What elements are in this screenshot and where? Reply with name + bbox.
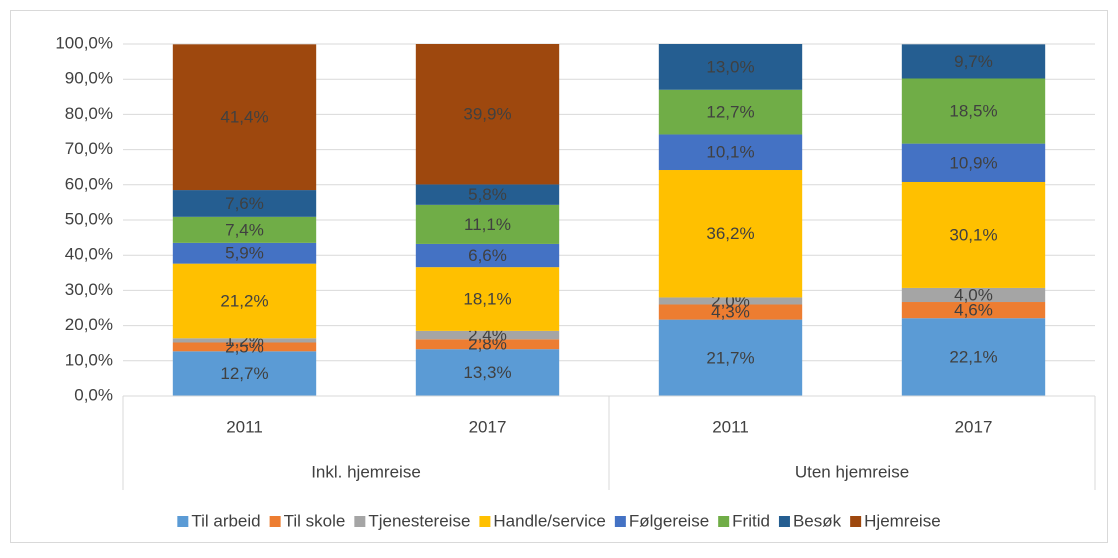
bar-segment xyxy=(415,243,560,268)
data-label: 7,6% xyxy=(225,194,264,213)
bar-segment xyxy=(901,318,1046,396)
legend-swatch xyxy=(614,516,626,527)
data-label: 13,3% xyxy=(463,363,511,382)
y-tick-label: 60,0% xyxy=(65,174,113,193)
legend-swatch xyxy=(479,516,491,527)
data-label: 36,2% xyxy=(706,224,754,243)
y-tick-label: 20,0% xyxy=(65,315,113,334)
x-tick-label: 2011 xyxy=(226,417,263,436)
bar-segment xyxy=(901,143,1046,182)
legend-swatch xyxy=(354,516,366,527)
legend-swatch xyxy=(778,516,790,527)
data-label: 18,1% xyxy=(463,290,511,309)
bar-segment xyxy=(658,297,803,305)
data-label: 41,4% xyxy=(220,108,268,127)
data-label: 4,0% xyxy=(954,285,993,304)
data-label: 18,5% xyxy=(949,102,997,121)
legend-swatch xyxy=(269,516,281,527)
legend-swatch xyxy=(177,516,189,527)
y-tick-label: 30,0% xyxy=(65,280,113,299)
bar-segment xyxy=(415,330,560,340)
data-label: 22,1% xyxy=(949,348,997,367)
bar-segment xyxy=(172,263,317,339)
y-tick-label: 50,0% xyxy=(65,209,113,228)
legend-label: Besøk xyxy=(793,511,842,530)
x-tick-label: 2017 xyxy=(469,417,507,436)
data-label: 2,8% xyxy=(468,335,507,354)
legend-label: Handle/service xyxy=(493,511,605,530)
bar-segment xyxy=(658,89,803,135)
bar-segment xyxy=(658,134,803,171)
legend-label: Fritid xyxy=(732,511,770,530)
y-tick-label: 80,0% xyxy=(65,104,113,123)
bar-segment xyxy=(415,44,560,185)
bar-segment xyxy=(658,304,803,320)
data-label: 21,7% xyxy=(706,348,754,367)
bar-segment xyxy=(901,78,1046,144)
bar-segment xyxy=(901,287,1046,303)
y-tick-label: 70,0% xyxy=(65,139,113,158)
x-tick-label: 2011 xyxy=(712,417,749,436)
bar-segment xyxy=(658,319,803,396)
bar-segment xyxy=(415,349,560,396)
data-label: 39,9% xyxy=(463,105,511,124)
legend-label: Hjemreise xyxy=(864,511,941,530)
legend-label: Til arbeid xyxy=(191,511,260,530)
legend-swatch xyxy=(718,516,730,527)
legend-label: Følgereise xyxy=(629,511,709,530)
data-label: 9,7% xyxy=(954,52,993,71)
bar-segment xyxy=(172,342,317,352)
data-label: 10,9% xyxy=(949,153,997,172)
bar-segment xyxy=(901,44,1046,79)
y-tick-label: 0,0% xyxy=(74,385,113,404)
bar-segment xyxy=(901,181,1046,288)
bar-segment xyxy=(172,242,317,264)
data-label: 4,3% xyxy=(711,303,750,322)
data-label: 6,6% xyxy=(468,246,507,265)
bar-segment xyxy=(415,339,560,350)
legend-label: Til skole xyxy=(284,511,346,530)
data-label: 11,1% xyxy=(464,215,511,234)
bar-segment xyxy=(901,302,1046,319)
data-label: 12,7% xyxy=(220,364,268,383)
data-label: 5,8% xyxy=(468,185,507,204)
data-label: 21,2% xyxy=(220,291,268,310)
bar-segment xyxy=(172,216,317,243)
legend-swatch xyxy=(850,516,862,527)
bar-segment xyxy=(415,204,560,244)
bar-segment xyxy=(658,170,803,298)
data-label: 10,1% xyxy=(706,143,754,162)
group-label: Uten hjemreise xyxy=(795,462,909,481)
data-label: 4,6% xyxy=(954,301,993,320)
bar-segment xyxy=(415,184,560,205)
group-label: Inkl. hjemreise xyxy=(311,462,421,481)
data-label: 30,1% xyxy=(949,225,997,244)
y-tick-label: 10,0% xyxy=(65,350,113,369)
y-tick-label: 40,0% xyxy=(65,245,113,264)
y-tick-label: 100,0% xyxy=(55,33,113,52)
bar-segment xyxy=(172,351,317,396)
legend-label: Tjenestereise xyxy=(368,511,470,530)
bar-segment xyxy=(172,190,317,217)
data-label: 12,7% xyxy=(706,103,754,122)
bar-segment xyxy=(415,267,560,331)
y-tick-label: 90,0% xyxy=(65,69,113,88)
bar-segment xyxy=(658,44,803,90)
data-label: 13,0% xyxy=(706,57,754,76)
bar-segment xyxy=(172,44,317,191)
data-label: 5,9% xyxy=(225,244,264,263)
x-tick-label: 2017 xyxy=(955,417,993,436)
data-label: 7,4% xyxy=(225,220,264,239)
bar-segment xyxy=(172,338,317,343)
